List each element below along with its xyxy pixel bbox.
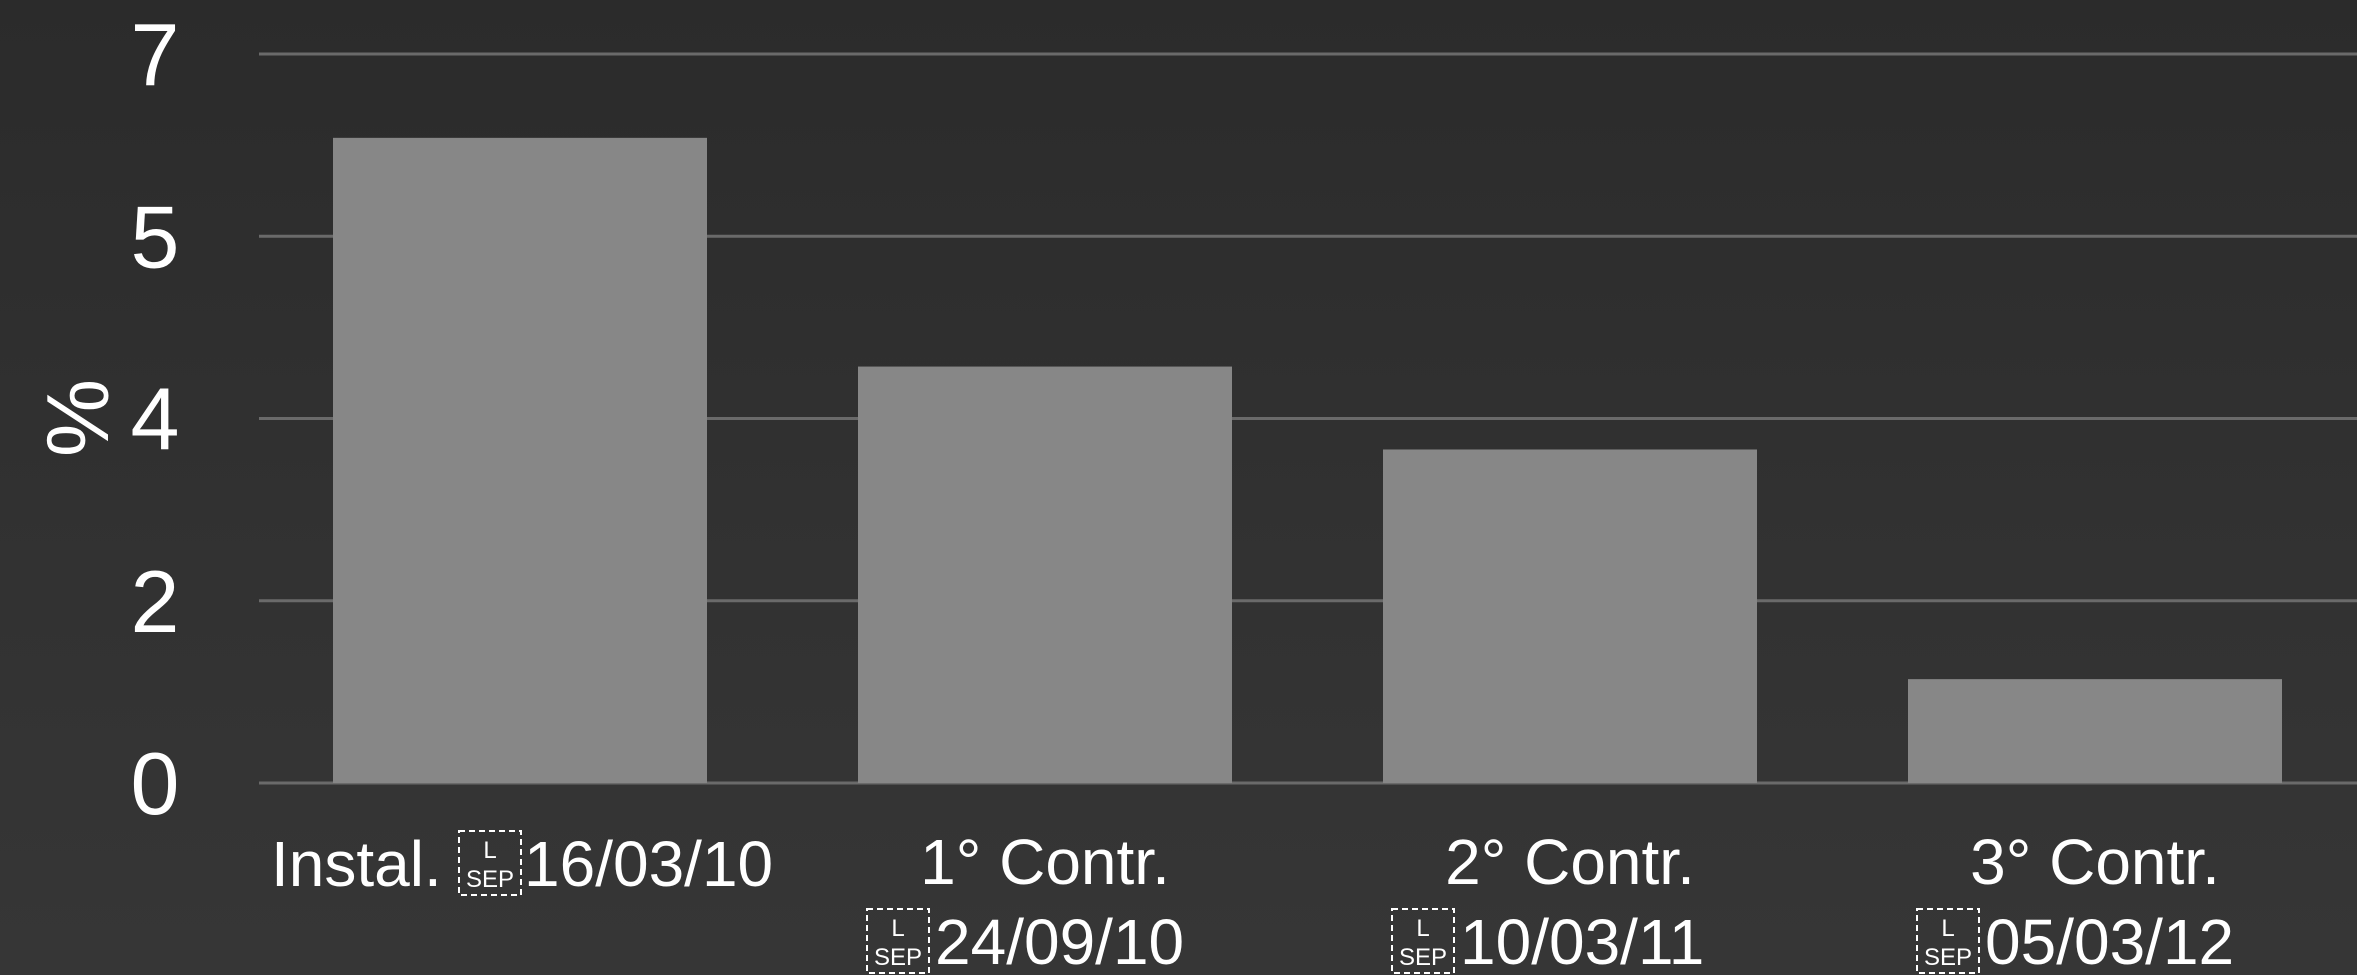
category-line2: 24/09/10 <box>935 906 1184 975</box>
y-axis-title: % <box>28 379 127 457</box>
y-tick-label: 0 <box>131 734 180 833</box>
svg-text:SEP: SEP <box>1924 944 1972 971</box>
category-line2: 16/03/10 <box>524 828 773 900</box>
svg-text:SEP: SEP <box>466 866 514 893</box>
bar <box>858 366 1232 783</box>
y-tick-label: 7 <box>131 5 180 104</box>
category-line1: 3° Contr. <box>1970 826 2220 898</box>
svg-text:SEP: SEP <box>874 944 922 971</box>
category-line1: Instal. <box>271 828 442 900</box>
bar <box>1908 679 2282 783</box>
svg-text:L: L <box>1941 915 1954 942</box>
bar <box>333 137 707 783</box>
bar <box>1383 449 1757 783</box>
svg-text:L: L <box>891 915 904 942</box>
y-tick-label: 2 <box>131 552 180 651</box>
y-tick-label: 4 <box>131 370 180 469</box>
category-line1: 1° Contr. <box>920 826 1170 898</box>
category-line2: 05/03/12 <box>1985 906 2234 975</box>
svg-text:SEP: SEP <box>1399 944 1447 971</box>
y-axis-ticks: 0 2 4 5 7 <box>131 5 180 833</box>
svg-text:L: L <box>483 837 496 864</box>
category-line1: 2° Contr. <box>1445 826 1695 898</box>
category-line2: 10/03/11 <box>1460 906 1704 975</box>
bars <box>333 137 2282 783</box>
y-tick-label: 5 <box>131 187 180 286</box>
svg-text:L: L <box>1416 915 1429 942</box>
